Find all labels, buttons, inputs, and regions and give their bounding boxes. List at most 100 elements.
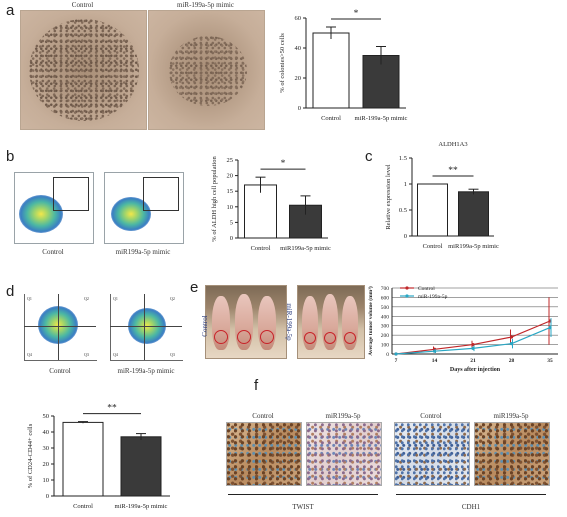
panel-letter-f: f — [254, 377, 259, 394]
panel-letter-a: a — [6, 2, 15, 19]
x-tick-label: miR199a-5p mimic — [448, 243, 499, 250]
y-tick-label: 1 — [404, 181, 407, 188]
panel-letter-b: b — [6, 148, 15, 165]
y-tick-label: 15 — [227, 188, 234, 195]
image-label-control-d: Control — [49, 367, 71, 375]
y-tick-label: 500 — [381, 305, 390, 311]
quadrant-label: Q2 — [170, 296, 175, 301]
significance-marker: * — [281, 159, 286, 169]
y-tick-label: 1.5 — [399, 155, 407, 162]
ihc-image-cdh1-control — [394, 422, 470, 486]
legend-label: Control — [418, 286, 435, 292]
group-line-twist — [228, 494, 378, 495]
image-label-mimic-d: miR-199a-5p mimic — [117, 367, 175, 375]
x-tick-label: Control — [321, 115, 341, 122]
y-tick-label: 60 — [295, 15, 302, 22]
bar — [244, 184, 277, 239]
bar — [417, 183, 448, 237]
y-tick-label: 20 — [295, 75, 302, 82]
y-tick-label: 20 — [227, 173, 234, 180]
y-tick-label: 300 — [381, 324, 390, 330]
x-tick-label: 28 — [509, 358, 515, 364]
y-axis-label: Average tumor volume (mm³) — [367, 286, 374, 356]
y-tick-label: 25 — [227, 157, 234, 164]
ihc-image-twist-mimic — [306, 422, 382, 486]
panel-letter-e: e — [190, 279, 199, 296]
chart-a: 0 20 40 60 % of colonies>50 cells Control miR-… — [279, 9, 408, 122]
series-line — [395, 327, 551, 355]
panel-letter-c: c — [365, 148, 373, 165]
data-point — [471, 342, 475, 347]
y-axis-label: % of CD24-CD44+ cells — [27, 423, 34, 488]
chart-title: ALDH1A3 — [438, 141, 467, 148]
image-label-f-1: Control — [252, 412, 274, 420]
legend-label: miR-199a-5p — [418, 294, 448, 300]
chart-d: 0 10 20 30 40 50 % of CD24-CD44+ cells Control m… — [27, 404, 170, 510]
colony-image-control — [20, 10, 147, 130]
group-label-cdh1: CDH1 — [461, 503, 481, 511]
y-tick-label: 0 — [230, 235, 233, 242]
y-tick-label: 10 — [227, 204, 234, 211]
y-tick-label: 0.5 — [399, 207, 407, 214]
quadrant-label: Q4 — [113, 352, 118, 357]
quadrant-label: Q2 — [84, 296, 89, 301]
y-axis-label: % of ALDH high cell population — [211, 156, 218, 242]
flow-plot-mimic-b — [104, 172, 184, 244]
flow-plot-control-d: Q1 Q2 Q4 Q3 — [24, 294, 97, 361]
quadrant-label: Q1 — [113, 296, 118, 301]
image-label-control-b: Control — [42, 248, 64, 256]
mice-photo-control — [205, 285, 287, 359]
x-tick-label: miR199a-5p mimic — [280, 245, 331, 252]
panel-letter-d: d — [6, 283, 15, 300]
legend-marker — [405, 294, 409, 298]
bar — [62, 421, 104, 497]
data-point — [394, 352, 398, 356]
chart-e: 0 100 200 300 400 500 600 700 7 14 21 28 35 Days afte… — [367, 286, 558, 373]
colony-image-mimic — [148, 10, 265, 130]
y-tick-label: 400 — [381, 314, 390, 320]
y-tick-label: 40 — [43, 429, 50, 436]
image-label-f-2: miR199a-5p — [325, 412, 361, 420]
chart-b: 0 5 10 15 20 25 % of ALDH high cell population… — [211, 156, 331, 252]
data-point — [471, 346, 475, 350]
quadrant-label: Q3 — [170, 352, 175, 357]
image-label-control-a: Control — [71, 1, 94, 9]
x-tick-label: miR-199a-5p mimic — [115, 503, 168, 510]
image-label-f-3: Control — [420, 412, 442, 420]
x-axis-label: Days after injection — [450, 367, 501, 373]
x-tick-label: 7 — [395, 358, 398, 364]
image-label-mimic-a: miR-199a-5p mimic — [177, 1, 234, 9]
y-axis-label: % of colonies>50 cells — [279, 33, 286, 93]
bar — [458, 191, 489, 237]
x-tick-label: Control — [251, 245, 271, 252]
data-point — [432, 349, 437, 353]
row-label-control-e: Control — [201, 315, 209, 337]
data-point — [509, 335, 514, 339]
bar — [312, 32, 350, 109]
y-tick-label: 200 — [381, 333, 390, 339]
data-point — [548, 326, 552, 330]
flow-plot-mimic-d: Q1 Q2 Q4 Q3 — [110, 294, 183, 361]
data-point — [509, 342, 514, 346]
x-tick-label: 14 — [432, 358, 438, 364]
y-tick-label: 0 — [298, 105, 301, 112]
y-tick-label: 20 — [43, 461, 50, 468]
y-tick-label: 100 — [381, 343, 390, 349]
y-tick-label: 600 — [381, 295, 390, 301]
flow-plot-control-b — [14, 172, 94, 244]
y-tick-label: 0 — [404, 233, 407, 240]
mice-photo-mimic — [297, 285, 365, 359]
row-label-mimic-e: miR-199a-5p — [285, 303, 293, 341]
group-line-cdh1 — [396, 494, 546, 495]
group-label-twist: TWIST — [292, 503, 314, 511]
ihc-image-cdh1-mimic — [474, 422, 550, 486]
x-tick-label: Control — [423, 243, 443, 250]
y-tick-label: 10 — [43, 477, 50, 484]
quadrant-label: Q3 — [84, 352, 89, 357]
significance-marker: ** — [448, 166, 458, 176]
quadrant-label: Q1 — [27, 296, 32, 301]
ihc-image-twist-control — [226, 422, 302, 486]
y-tick-label: 0 — [386, 352, 389, 358]
image-label-f-4: miR199a-5p — [493, 412, 529, 420]
significance-marker: * — [354, 9, 359, 19]
